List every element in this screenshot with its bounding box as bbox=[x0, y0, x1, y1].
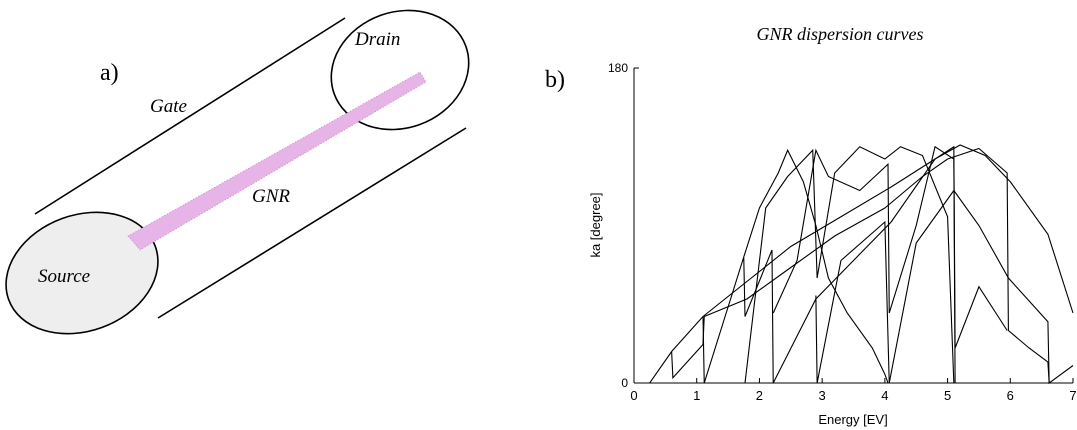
dispersion-curve bbox=[815, 189, 1074, 385]
drain-end bbox=[330, 9, 470, 131]
x-tick-label: 4 bbox=[881, 388, 888, 403]
x-tick-label: 3 bbox=[819, 388, 826, 403]
source-label: Source bbox=[38, 266, 90, 287]
source-end bbox=[5, 211, 159, 335]
x-tick-label: 2 bbox=[756, 388, 763, 403]
dispersion-curve bbox=[744, 146, 955, 384]
cylinder-edge bbox=[34, 17, 346, 215]
y-tick-label: 0 bbox=[621, 376, 628, 390]
y-axis-label: ka [degree] bbox=[588, 192, 603, 257]
drain-label: Drain bbox=[354, 29, 400, 50]
panel-label: b) bbox=[545, 67, 565, 93]
x-tick-label: 1 bbox=[693, 388, 700, 403]
dispersion-curve bbox=[649, 144, 1074, 384]
gnr-label: GNR bbox=[252, 186, 290, 207]
x-tick-label: 5 bbox=[944, 388, 951, 403]
x-tick-label: 0 bbox=[630, 388, 637, 403]
gnr-ribbon bbox=[127, 71, 427, 251]
cylinder-edge bbox=[157, 127, 467, 319]
dispersion-curve bbox=[671, 147, 1050, 384]
device-diagram bbox=[5, 9, 470, 335]
dispersion-curve bbox=[702, 145, 1008, 384]
dispersion-curve bbox=[772, 145, 956, 384]
panel-label: a) bbox=[100, 60, 119, 86]
x-tick-label: 7 bbox=[1069, 388, 1076, 403]
x-tick-label: 6 bbox=[1007, 388, 1014, 403]
y-tick-label: 180 bbox=[608, 61, 628, 75]
gate-label: Gate bbox=[150, 96, 187, 117]
chart-title: GNR dispersion curves bbox=[757, 24, 924, 44]
x-axis-label: Energy [EV] bbox=[818, 412, 887, 427]
